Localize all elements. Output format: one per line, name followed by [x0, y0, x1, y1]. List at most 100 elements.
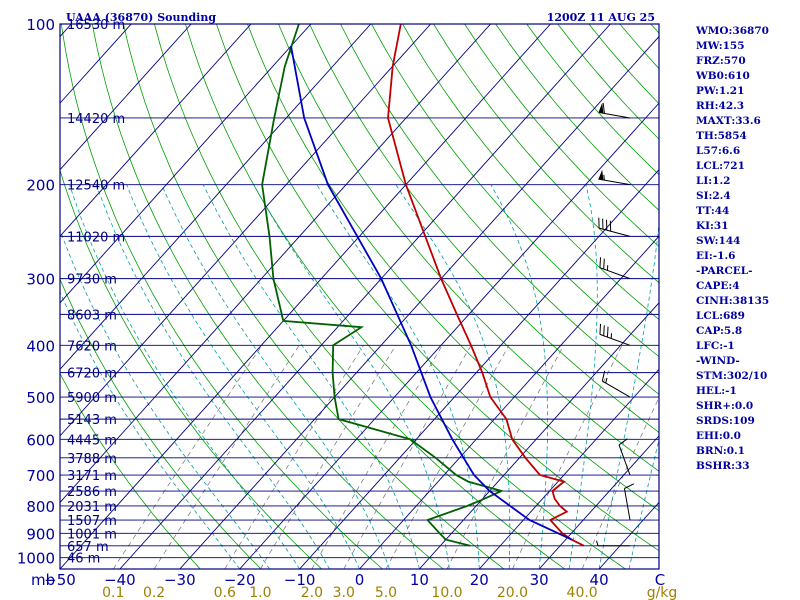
mixing-ratio-label: 40.0: [567, 585, 598, 600]
index-value: HEL:-1: [696, 385, 737, 397]
index-value: LI:1.2: [696, 175, 731, 187]
height-label: 5143 m: [67, 413, 117, 428]
height-label: 4445 m: [67, 433, 117, 448]
chart-title: UAAA (36870) Sounding: [66, 11, 216, 24]
wind-barb-feather: [603, 325, 605, 336]
chart-grid: [0, 24, 659, 569]
mixing-ratio-unit-label: g/kg: [647, 585, 678, 600]
moist-adiabat: [598, 220, 659, 569]
mixing-ratio-line: [311, 345, 443, 569]
moist-adiabat: [568, 184, 598, 569]
moist-adiabat: [126, 184, 360, 569]
height-label: 1001 m: [67, 527, 117, 542]
mixing-ratio-line: [112, 345, 263, 569]
dewpoint-profile-line: [261, 24, 505, 547]
moist-adiabat: [253, 184, 450, 569]
dry-adiabat: [154, 24, 565, 569]
index-value: MW:155: [696, 40, 745, 52]
wind-barb-staff: [623, 488, 631, 521]
dry-adiabat: [91, 24, 444, 569]
wind-barb-feather: [602, 103, 605, 114]
wind-barb-feather: [599, 257, 602, 268]
height-label: 9730 m: [67, 273, 117, 288]
temperature-unit-label: C: [655, 571, 665, 589]
index-value: L57:6.6: [696, 145, 741, 157]
wind-barbs: [596, 102, 634, 547]
dry-adiabat: [371, 24, 659, 358]
wind-barb-feather: [606, 326, 609, 338]
wind-barb: [599, 257, 631, 280]
temperature-tick-label: −40: [104, 571, 136, 589]
pressure-tick-label: 300: [26, 271, 55, 289]
height-label: 6720 m: [67, 367, 117, 382]
isotherm: [60, 24, 551, 569]
index-value: STM:302/10: [696, 370, 768, 382]
mixing-ratio-label: 10.0: [431, 585, 462, 600]
height-label: 5900 m: [67, 391, 117, 406]
wind-barb-flag: [598, 169, 604, 180]
isotherm: [60, 24, 432, 437]
height-label: 16530 m: [67, 18, 125, 33]
height-label: 2586 m: [67, 485, 117, 500]
moist-adiabat: [161, 184, 390, 569]
isotherm: [60, 24, 192, 171]
pressure-tick-label: 100: [26, 16, 55, 34]
mixing-ratio-label: 20.0: [497, 585, 528, 600]
mixing-ratio-line: [512, 345, 623, 569]
moist-adiabat: [395, 184, 511, 569]
index-value: TT:44: [696, 205, 730, 217]
height-label: 3171 m: [67, 469, 117, 484]
dry-adiabat: [247, 24, 659, 512]
height-label: 8603 m: [67, 308, 117, 323]
parcel-profile-line: [290, 45, 572, 541]
wind-barb-half: [596, 540, 599, 546]
wind-barb-feather: [624, 483, 634, 489]
dry-adiabat: [340, 24, 659, 395]
height-label: 14420 m: [67, 112, 125, 127]
plot-frame: [59, 23, 660, 570]
wind-barb-staff: [599, 267, 631, 280]
temperature-profile-line: [387, 24, 585, 547]
height-label: 11020 m: [67, 230, 125, 245]
isotherm: [239, 102, 659, 569]
dry-adiabat: [60, 372, 201, 569]
isotherm: [299, 168, 659, 569]
index-value: SHR+:0.0: [696, 400, 754, 412]
pressure-tick-label: 200: [26, 177, 55, 195]
pressure-tick-label: 500: [26, 389, 55, 407]
mixing-ratio-label: 0.2: [143, 585, 165, 600]
mixing-ratio-label: 1.0: [249, 585, 271, 600]
pressure-unit-label: mb: [31, 571, 55, 589]
wind-barb-staff: [598, 178, 631, 186]
mixing-ratio-line: [224, 345, 364, 569]
temperature-tick-label: −10: [284, 571, 316, 589]
isotherm: [419, 302, 659, 569]
moist-adiabat: [316, 184, 480, 569]
isotherm: [538, 435, 659, 569]
wind-barb-staff: [598, 227, 631, 237]
index-value: LFC:-1: [696, 340, 735, 352]
index-value: CAPE:4: [696, 280, 740, 292]
index-value: BSHR:33: [696, 460, 750, 472]
pressure-tick-label: 400: [26, 337, 55, 355]
chart-series: [261, 24, 585, 547]
height-label: 46 m: [67, 552, 100, 567]
wind-barb-staff: [602, 380, 631, 398]
index-value: PW:1.21: [696, 85, 745, 97]
isotherm: [60, 24, 312, 304]
height-label: 12540 m: [67, 179, 125, 194]
moist-adiabat: [490, 184, 548, 569]
isotherm: [478, 368, 659, 569]
isotherm: [60, 24, 252, 237]
temperature-tick-label: −30: [164, 571, 196, 589]
wind-barb-staff: [618, 444, 631, 476]
wind-barb: [623, 483, 634, 521]
temperature-tick-label: 10: [410, 571, 429, 589]
height-label: 657 m: [67, 540, 109, 555]
moist-adiabat: [60, 291, 241, 569]
isotherm: [0, 24, 11, 569]
isotherm: [60, 24, 72, 38]
height-label: 7620 m: [67, 339, 117, 354]
